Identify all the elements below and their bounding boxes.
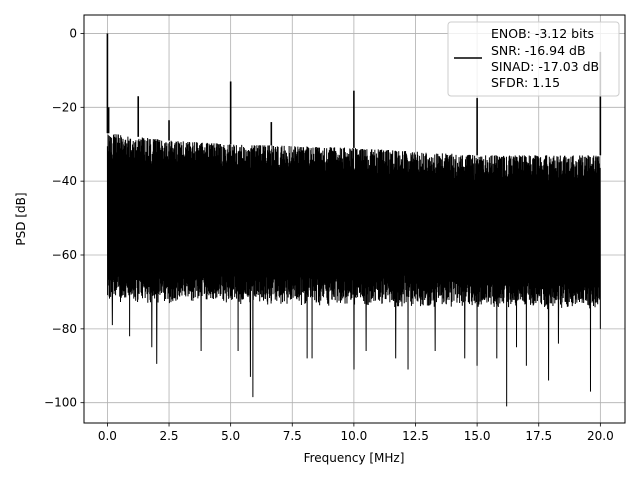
legend-sinad: SINAD: -17.03 dB [491, 59, 599, 74]
noise-floor-trace [106, 134, 601, 407]
plot-frame [83, 14, 626, 424]
legend-snr: SNR: -16.94 dB [491, 43, 586, 58]
x-tick-label: 7.5 [283, 429, 302, 443]
x-tick-label: 2.5 [159, 429, 178, 443]
y-tick-label: −60 [52, 248, 77, 262]
x-tick-label: 15.0 [464, 429, 491, 443]
x-tick-label: 10.0 [341, 429, 368, 443]
x-tick-label: 5.0 [221, 429, 240, 443]
legend-sfdr: SFDR: 1.15 [491, 75, 560, 90]
y-tick-label: −80 [52, 322, 77, 336]
x-tick-label: 20.0 [587, 429, 614, 443]
y-axis-label: PSD [dB] [14, 192, 28, 245]
legend: ENOB: -3.12 bits SNR: -16.94 dB SINAD: -… [447, 21, 620, 97]
x-tick-label: 0.0 [98, 429, 117, 443]
x-tick-label: 12.5 [402, 429, 429, 443]
y-axis-ticks: 0 −20 −40 −60 −80 −100 [44, 26, 84, 410]
x-axis-label: Frequency [MHz] [304, 451, 405, 465]
legend-enob: ENOB: -3.12 bits [491, 26, 594, 41]
x-tick-label: 17.5 [525, 429, 552, 443]
x-axis-ticks: 0.0 2.5 5.0 7.5 10.0 12.5 15.0 17.5 20.0 [98, 423, 614, 443]
psd-trace [106, 33, 602, 407]
y-tick-label: −100 [44, 396, 77, 410]
y-tick-label: −40 [52, 174, 77, 188]
legend-box [447, 21, 620, 97]
y-tick-label: 0 [69, 26, 77, 40]
y-tick-label: −20 [52, 100, 77, 114]
